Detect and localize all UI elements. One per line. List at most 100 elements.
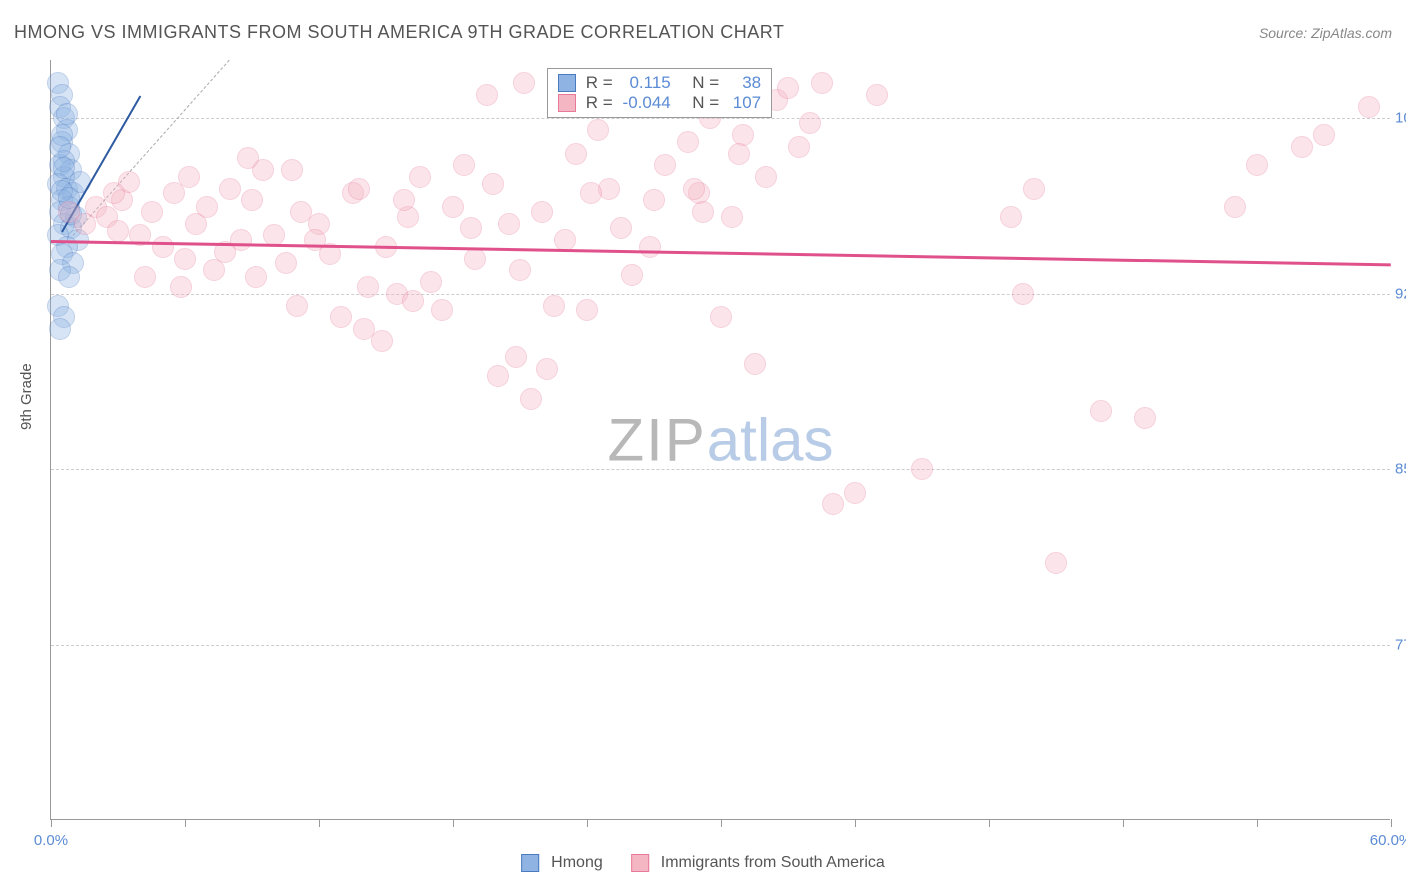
data-point <box>811 72 833 94</box>
data-point <box>1246 154 1268 176</box>
trend-line <box>51 240 1391 266</box>
data-point <box>487 365 509 387</box>
x-tick <box>319 819 320 827</box>
data-point <box>281 159 303 181</box>
data-point <box>152 236 174 258</box>
data-point <box>53 157 75 179</box>
y-axis-label: 9th Grade <box>18 363 35 430</box>
data-point <box>58 266 80 288</box>
data-point <box>103 182 125 204</box>
data-point <box>371 330 393 352</box>
data-point <box>1090 400 1112 422</box>
legend: Hmong Immigrants from South America <box>521 854 885 872</box>
watermark: ZIPatlas <box>607 405 833 474</box>
legend-swatch <box>521 854 539 872</box>
data-point <box>219 178 241 200</box>
x-tick <box>185 819 186 827</box>
data-point <box>49 136 71 158</box>
data-point <box>275 252 297 274</box>
x-tick-label: 0.0% <box>34 832 68 849</box>
data-point <box>107 220 129 242</box>
x-tick <box>721 819 722 827</box>
data-point <box>531 201 553 223</box>
data-point <box>1000 206 1022 228</box>
data-point <box>1224 196 1246 218</box>
data-point <box>1313 124 1335 146</box>
chart-source: Source: ZipAtlas.com <box>1259 25 1392 41</box>
data-point <box>1045 552 1067 574</box>
x-tick <box>587 819 588 827</box>
data-point <box>654 154 676 176</box>
watermark-atlas: atlas <box>707 406 834 473</box>
data-point <box>513 72 535 94</box>
data-point <box>482 173 504 195</box>
legend-swatch <box>558 74 576 92</box>
data-point <box>286 295 308 317</box>
data-point <box>163 182 185 204</box>
watermark-zip: ZIP <box>607 406 706 473</box>
gridline <box>51 469 1390 470</box>
data-point <box>245 266 267 288</box>
data-point <box>844 482 866 504</box>
data-point <box>683 178 705 200</box>
x-tick <box>1391 819 1392 827</box>
data-point <box>911 458 933 480</box>
x-tick <box>989 819 990 827</box>
x-tick <box>1123 819 1124 827</box>
y-tick-label: 77.5% <box>1395 636 1406 653</box>
data-point <box>721 206 743 228</box>
legend-item: Immigrants from South America <box>631 854 885 872</box>
data-point <box>409 166 431 188</box>
chart-header: HMONG VS IMMIGRANTS FROM SOUTH AMERICA 9… <box>14 22 1392 43</box>
stats-row: R = -0.044 N = 107 <box>558 93 761 113</box>
data-point <box>565 143 587 165</box>
data-point <box>1134 407 1156 429</box>
data-point <box>203 259 225 281</box>
data-point <box>464 248 486 270</box>
gridline <box>51 645 1390 646</box>
data-point <box>728 143 750 165</box>
data-point <box>241 189 263 211</box>
data-point <box>554 229 576 251</box>
data-point <box>587 119 609 141</box>
stat-r-value: -0.044 <box>619 93 671 113</box>
data-point <box>393 189 415 211</box>
x-tick <box>1257 819 1258 827</box>
legend-item: Hmong <box>521 854 603 872</box>
legend-swatch <box>631 854 649 872</box>
legend-label: Immigrants from South America <box>661 854 885 872</box>
data-point <box>777 77 799 99</box>
gridline <box>51 294 1390 295</box>
chart-title: HMONG VS IMMIGRANTS FROM SOUTH AMERICA 9… <box>14 22 784 43</box>
data-point <box>498 213 520 235</box>
data-point <box>710 306 732 328</box>
stat-n-label: N = <box>692 73 719 93</box>
data-point <box>610 217 632 239</box>
data-point <box>1291 136 1313 158</box>
data-point <box>178 166 200 188</box>
stats-box: R = 0.115 N = 38R = -0.044 N = 107 <box>547 68 772 118</box>
x-tick <box>855 819 856 827</box>
data-point <box>1012 283 1034 305</box>
data-point <box>755 166 777 188</box>
data-point <box>134 266 156 288</box>
data-point <box>822 493 844 515</box>
data-point <box>520 388 542 410</box>
x-tick <box>453 819 454 827</box>
stat-n-value: 107 <box>725 93 761 113</box>
data-point <box>431 299 453 321</box>
stat-r-value: 0.115 <box>619 73 671 93</box>
data-point <box>442 196 464 218</box>
data-point <box>476 84 498 106</box>
data-point <box>1358 96 1380 118</box>
data-point <box>460 217 482 239</box>
data-point <box>49 318 71 340</box>
data-point <box>304 229 326 251</box>
data-point <box>141 201 163 223</box>
data-point <box>692 201 714 223</box>
data-point <box>643 189 665 211</box>
data-point <box>744 353 766 375</box>
data-point <box>196 196 218 218</box>
data-point <box>453 154 475 176</box>
data-point <box>788 136 810 158</box>
